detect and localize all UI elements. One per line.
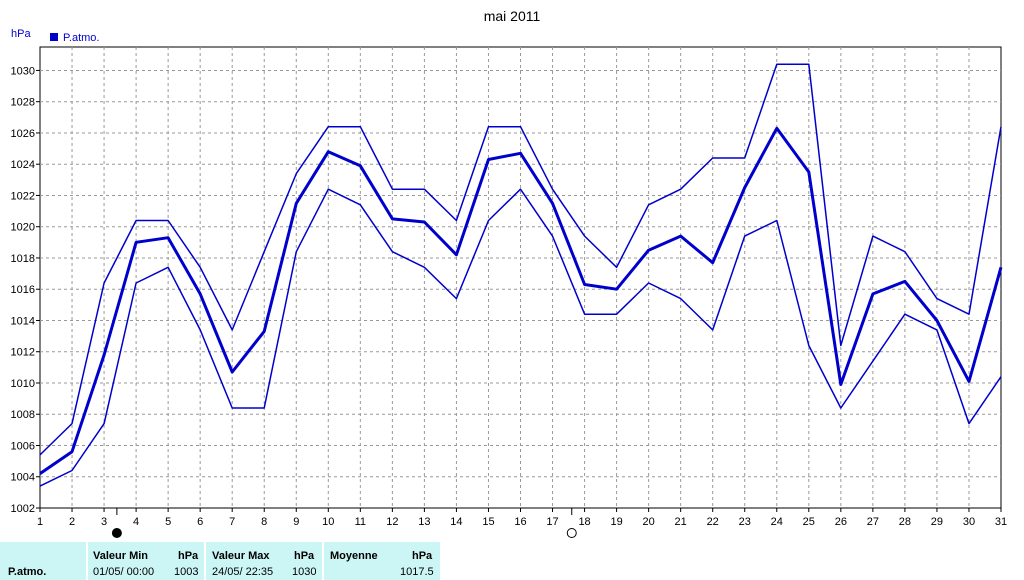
summary-footer: P.atmo. Valeur Min hPa 01/05/ 00:00 1003…	[0, 542, 1024, 580]
x-tick-label: 20	[643, 516, 655, 528]
footer-row-label: P.atmo.	[8, 566, 47, 578]
new-moon-icon	[111, 528, 122, 538]
x-tick-label: 26	[835, 516, 847, 528]
max-date: 24/05/ 22:35	[212, 566, 274, 578]
x-tick-label: 12	[386, 516, 398, 528]
x-tick-label: 27	[867, 516, 879, 528]
grid	[40, 47, 1001, 508]
x-tick-label: 4	[133, 516, 139, 528]
x-tick-label: 16	[514, 516, 526, 528]
x-tick-label: 5	[165, 516, 171, 528]
moon-markers	[111, 508, 577, 538]
chart-title: mai 2011	[484, 8, 541, 24]
min-date: 01/05/ 00:00	[93, 566, 155, 578]
y-tick-label: 1020	[11, 222, 35, 234]
x-tick-label: 7	[229, 516, 235, 528]
series-lines	[39, 63, 1003, 487]
legend-swatch	[50, 33, 58, 41]
x-tick-label: 1	[37, 516, 43, 528]
max-value: 1030	[292, 566, 317, 578]
x-tick-label: 17	[546, 516, 558, 528]
x-axis-ticks: 1 2 3 4 5 6 7 8 9 10 11 12 13 14 15 16 17 18 19 20 21 22 23 24 2…	[37, 508, 1007, 528]
y-tick-label: 1006	[11, 440, 35, 452]
y-tick-label: 1024	[11, 159, 35, 171]
x-tick-label: 25	[803, 516, 815, 528]
x-tick-label: 30	[963, 516, 975, 528]
y-tick-label: 1012	[11, 347, 35, 359]
series-line-upper	[39, 63, 1002, 456]
avg-unit: hPa	[412, 550, 433, 562]
x-tick-label: 8	[261, 516, 267, 528]
y-tick-label: 1018	[11, 253, 35, 265]
avg-value: 1017.5	[400, 566, 434, 578]
y-tick-label: 1004	[11, 472, 35, 484]
x-tick-label: 15	[482, 516, 494, 528]
min-header: Valeur Min	[93, 550, 149, 562]
y-tick-label: 1002	[11, 503, 35, 515]
x-tick-label: 13	[418, 516, 430, 528]
series-line-mean	[39, 126, 1003, 475]
footer-min-cell: Valeur Min hPa 01/05/ 00:00 1003	[88, 542, 204, 580]
footer-max-cell: Valeur Max hPa 24/05/ 22:35 1030	[206, 542, 322, 580]
footer-row-label-cell: P.atmo.	[0, 542, 86, 580]
x-tick-label: 2	[69, 516, 75, 528]
y-tick-label: 1026	[11, 128, 35, 140]
x-tick-label: 11	[355, 516, 366, 528]
x-tick-label: 21	[675, 516, 687, 528]
x-tick-label: 29	[931, 516, 943, 528]
y-tick-label: 1030	[11, 65, 35, 77]
legend-label: P.atmo.	[63, 32, 100, 44]
max-header: Valeur Max	[212, 550, 270, 562]
y-tick-label: 1010	[11, 378, 35, 390]
x-tick-label: 31	[995, 516, 1007, 528]
x-tick-label: 18	[578, 516, 590, 528]
footer-avg-cell: Moyenne hPa 1017.5	[324, 542, 440, 580]
y-axis-ticks: 1002 1004 1006 1008 1010 1012 1014 1016 1018 1020…	[11, 65, 40, 515]
y-tick-label: 1008	[11, 409, 35, 421]
x-tick-label: 14	[450, 516, 462, 528]
x-tick-label: 9	[293, 516, 299, 528]
avg-header: Moyenne	[330, 550, 378, 562]
min-unit: hPa	[178, 550, 199, 562]
y-axis-unit: hPa	[11, 28, 31, 40]
x-tick-label: 19	[610, 516, 622, 528]
x-tick-label: 3	[101, 516, 107, 528]
min-value: 1003	[174, 566, 199, 578]
x-tick-label: 6	[197, 516, 203, 528]
y-tick-label: 1014	[11, 315, 35, 327]
y-tick-label: 1028	[11, 97, 35, 109]
full-moon-icon	[566, 528, 577, 538]
y-tick-label: 1022	[11, 190, 35, 202]
max-unit: hPa	[294, 550, 315, 562]
y-tick-label: 1016	[11, 284, 35, 296]
series-line-lower	[39, 188, 1002, 487]
pressure-chart: 1002100410061008101010121014101610181020…	[11, 8, 1007, 538]
x-tick-label: 24	[771, 516, 783, 528]
x-tick-label: 22	[707, 516, 719, 528]
x-tick-label: 10	[322, 516, 334, 528]
x-tick-label: 23	[739, 516, 751, 528]
x-tick-label: 28	[899, 516, 911, 528]
